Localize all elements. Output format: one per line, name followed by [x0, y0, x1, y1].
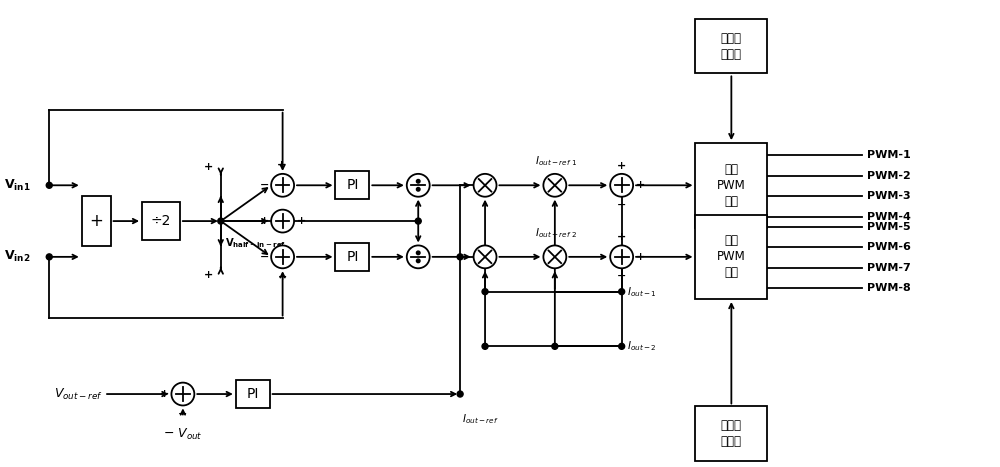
Text: +: + — [278, 272, 287, 282]
Circle shape — [46, 182, 52, 188]
Circle shape — [416, 251, 420, 255]
Text: PWM-3: PWM-3 — [867, 191, 911, 201]
Bar — [695, 215, 767, 299]
Text: $V_{out-ref}$: $V_{out-ref}$ — [54, 387, 103, 402]
Circle shape — [218, 218, 224, 224]
Text: +: + — [635, 180, 645, 190]
Bar — [335, 243, 369, 271]
Text: ÷2: ÷2 — [151, 214, 171, 228]
Circle shape — [552, 343, 558, 349]
Circle shape — [543, 174, 566, 197]
Text: PI: PI — [346, 250, 359, 264]
Circle shape — [482, 289, 488, 295]
Text: +: + — [204, 162, 213, 172]
Circle shape — [416, 187, 420, 191]
Text: +: + — [617, 233, 626, 242]
Text: +: + — [296, 216, 306, 226]
Text: $\mathbf{V_{in1}}$: $\mathbf{V_{in1}}$ — [4, 178, 31, 193]
Text: PWM-5: PWM-5 — [867, 221, 911, 232]
Circle shape — [416, 179, 420, 183]
Text: PWM-8: PWM-8 — [867, 283, 911, 293]
Text: −: − — [178, 409, 188, 418]
Text: −: − — [617, 271, 626, 281]
Text: $-\ V_{out}$: $-\ V_{out}$ — [163, 427, 203, 442]
Circle shape — [482, 343, 488, 349]
Text: $\mathbf{V_{in2}}$: $\mathbf{V_{in2}}$ — [4, 249, 31, 264]
Text: PI: PI — [346, 178, 359, 192]
Circle shape — [474, 246, 497, 269]
Circle shape — [543, 246, 566, 269]
Text: $I_{out-ref\ 1}$: $I_{out-ref\ 1}$ — [535, 155, 577, 169]
Circle shape — [407, 246, 430, 269]
Text: $I_{out-ref}$: $I_{out-ref}$ — [462, 412, 499, 426]
Text: PWM-7: PWM-7 — [867, 263, 911, 273]
Text: $\mathbf{V_{half-in-ref}}$: $\mathbf{V_{half-in-ref}}$ — [225, 236, 286, 250]
Bar — [335, 171, 369, 199]
Text: +: + — [89, 212, 103, 230]
Text: $I_{out-1}$: $I_{out-1}$ — [627, 285, 657, 298]
Bar — [695, 406, 767, 461]
Circle shape — [610, 246, 633, 269]
Bar — [695, 143, 767, 227]
Circle shape — [619, 343, 625, 349]
Circle shape — [619, 289, 625, 295]
Text: +: + — [260, 216, 269, 226]
Circle shape — [271, 210, 294, 233]
Text: −: − — [259, 252, 269, 262]
Circle shape — [610, 174, 633, 197]
Circle shape — [457, 254, 463, 260]
Text: +: + — [277, 160, 286, 170]
Circle shape — [271, 174, 294, 197]
Bar — [142, 202, 180, 240]
Circle shape — [457, 391, 463, 397]
Text: −: − — [617, 200, 626, 210]
Bar — [236, 380, 270, 408]
Text: PI: PI — [247, 387, 259, 401]
Circle shape — [171, 382, 194, 405]
Text: +: + — [160, 389, 169, 399]
Circle shape — [415, 218, 421, 224]
Text: +: + — [204, 270, 213, 280]
Text: PWM-4: PWM-4 — [867, 212, 911, 222]
Circle shape — [474, 174, 497, 197]
Text: 第二
PWM
模块: 第二 PWM 模块 — [717, 234, 746, 279]
Text: −: − — [259, 180, 269, 190]
Text: 第二调
频模块: 第二调 频模块 — [721, 419, 742, 448]
Text: 第一调
频模块: 第一调 频模块 — [721, 32, 742, 61]
Text: $I_{out-2}$: $I_{out-2}$ — [627, 340, 656, 353]
Text: PWM-2: PWM-2 — [867, 170, 911, 181]
Text: PWM-1: PWM-1 — [867, 150, 911, 160]
Circle shape — [46, 254, 52, 260]
Text: PWM-6: PWM-6 — [867, 242, 911, 252]
Circle shape — [407, 174, 430, 197]
Circle shape — [271, 246, 294, 269]
Bar — [695, 19, 767, 73]
Text: +: + — [617, 161, 626, 171]
Text: 第一
PWM
模块: 第一 PWM 模块 — [717, 163, 746, 208]
Text: $I_{out-ref\ 2}$: $I_{out-ref\ 2}$ — [535, 226, 577, 240]
Text: +: + — [635, 252, 645, 262]
Circle shape — [416, 259, 420, 262]
Bar — [82, 196, 111, 246]
